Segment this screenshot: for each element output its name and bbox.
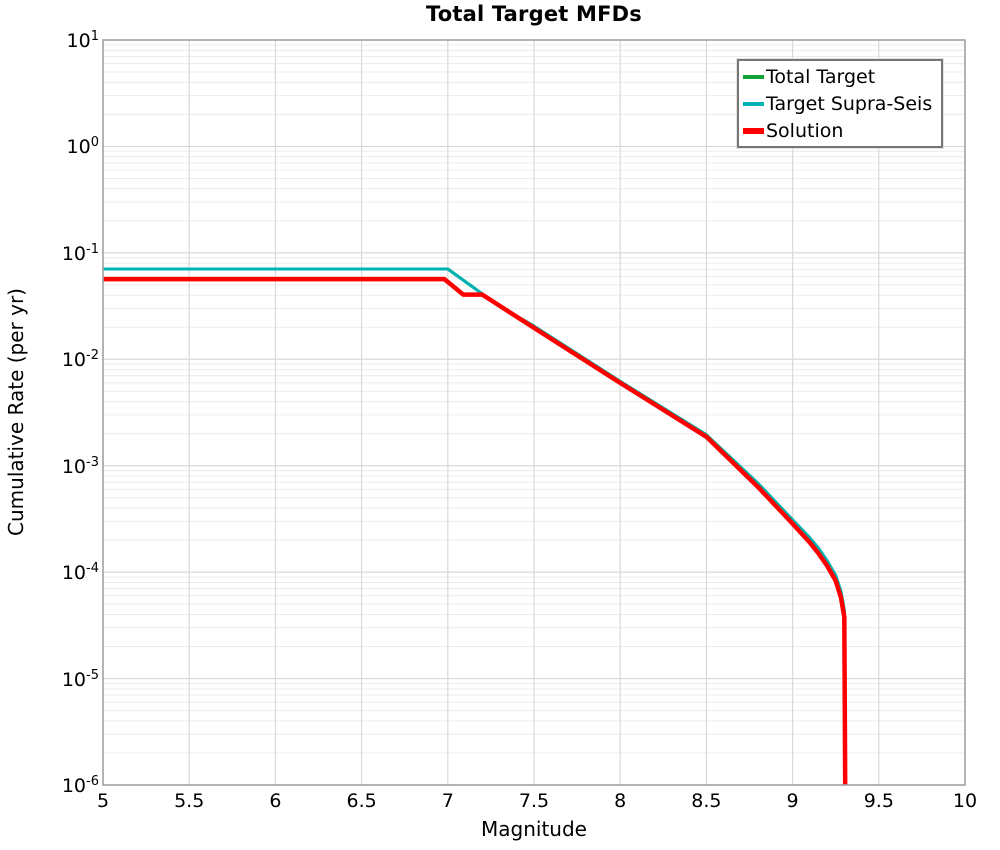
x-tick-label-5.5: 5.5 [174, 790, 205, 812]
y-tick-base: 10 [61, 668, 87, 691]
legend-item-solution: Solution [743, 117, 937, 144]
legend-label: Total Target [766, 65, 876, 88]
y-tick-base: 10 [66, 136, 91, 159]
y-tick-label-10^-6: 10-6 [0, 769, 101, 799]
y-tick-base: 10 [61, 775, 87, 797]
y-tick-base: 10 [61, 562, 87, 585]
y-tick-base: 10 [66, 30, 91, 52]
y-axis-label: Cumulative Rate (per yr) [4, 288, 28, 536]
plot-frame [102, 39, 966, 786]
y-tick-exponent: -1 [86, 241, 99, 257]
y-tick-base: 10 [61, 349, 87, 372]
y-tick-exponent: -5 [86, 667, 99, 683]
x-tick-label-7: 7 [441, 790, 454, 812]
y-tick-exponent: -3 [86, 454, 99, 470]
y-tick-exponent: 0 [90, 135, 99, 151]
y-tick-base: 10 [61, 242, 87, 265]
legend-line-swatch [743, 101, 764, 106]
chart-title: Total Target MFDs [425, 2, 643, 26]
x-tick-label-6.5: 6.5 [346, 790, 377, 812]
y-tick-exponent: 1 [90, 29, 99, 44]
series-total-target-line [103, 267, 847, 785]
x-tick-label-8.5: 8.5 [691, 790, 722, 812]
legend-line-swatch [743, 127, 764, 134]
x-tick-label-9.5: 9.5 [863, 790, 894, 812]
x-tick-label-7.5: 7.5 [518, 790, 550, 812]
y-tick-exponent: -2 [86, 348, 99, 364]
y-tick-exponent: -6 [86, 774, 99, 789]
y-tick-label-10^-5: 10-5 [0, 663, 101, 693]
series-solution-line [103, 276, 848, 785]
y-tick-label-10^-1: 10-1 [0, 237, 101, 267]
legend: Total Target Target Supra-Seis Solution [737, 59, 943, 148]
x-tick-label-5: 5 [96, 790, 110, 812]
legend-label: Solution [766, 119, 844, 142]
x-tick-label-8: 8 [614, 790, 627, 812]
x-tick-label-10: 10 [952, 790, 978, 812]
y-tick-label-10^-4: 10-4 [0, 556, 101, 586]
legend-item-target-supra-seis: Target Supra-Seis [743, 90, 937, 117]
x-tick-label-6: 6 [269, 790, 282, 812]
x-tick-label-9: 9 [786, 790, 799, 812]
y-tick-exponent: -4 [86, 561, 99, 577]
legend-line-swatch [743, 74, 764, 79]
y-tick-label-10^-3: 10-3 [0, 450, 101, 480]
series-target-supra-seis-line [103, 267, 847, 785]
y-tick-label-10^-2: 10-2 [0, 343, 101, 373]
legend-item-total-target: Total Target [743, 63, 937, 90]
legend-label: Target Supra-Seis [766, 92, 933, 115]
y-tick-base: 10 [61, 455, 87, 478]
y-tick-label-10^1: 101 [0, 24, 101, 54]
x-axis-label: Magnitude [481, 817, 587, 841]
y-tick-label-10^0: 100 [0, 130, 101, 160]
